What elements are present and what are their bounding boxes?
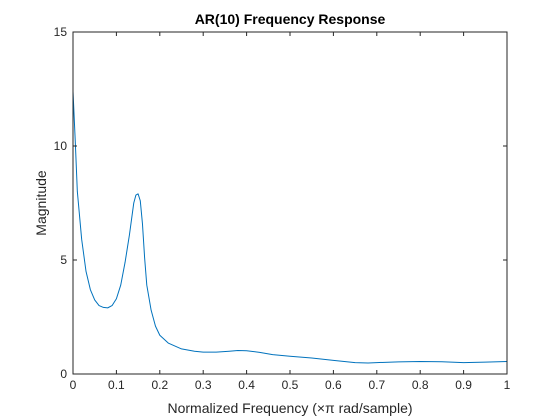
x-tick-label: 0.8 xyxy=(412,378,429,392)
plot-area-border xyxy=(72,31,508,375)
x-tick-label: 1 xyxy=(504,378,511,392)
chart-title: AR(10) Frequency Response xyxy=(195,11,386,27)
x-tick-label: 0.5 xyxy=(282,378,299,392)
series-layer xyxy=(72,91,508,364)
plot-area-background xyxy=(73,32,507,374)
x-tick-label: 0 xyxy=(70,378,77,392)
x-tick-label: 0.6 xyxy=(325,378,342,392)
x-tick-label: 0.9 xyxy=(455,378,472,392)
magnitude-response-line xyxy=(72,91,508,364)
y-tick-label: 15 xyxy=(54,25,68,39)
y-tick-label: 0 xyxy=(60,367,67,381)
x-tick-label: 0.7 xyxy=(368,378,385,392)
y-tick-label: 10 xyxy=(54,139,68,153)
x-tick-label: 0.2 xyxy=(151,378,168,392)
y-tick-label: 5 xyxy=(60,253,67,267)
x-tick-label: 0.4 xyxy=(238,378,255,392)
y-axis-title: Magnitude xyxy=(33,170,49,236)
x-tick-label: 0.1 xyxy=(108,378,125,392)
x-axis-title: Normalized Frequency (×π rad/sample) xyxy=(167,400,412,416)
x-tick-label: 0.3 xyxy=(195,378,212,392)
